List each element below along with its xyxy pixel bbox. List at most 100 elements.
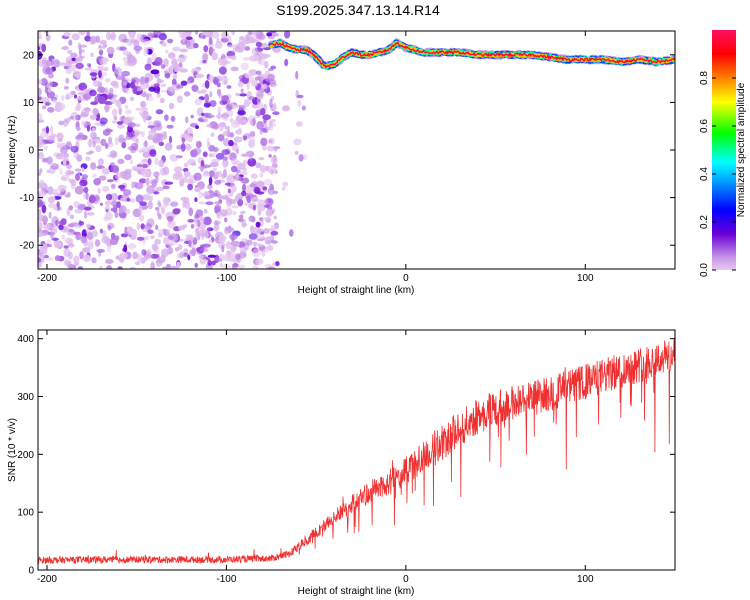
noise-blob xyxy=(262,129,269,133)
noise-blob xyxy=(106,127,112,136)
noise-blob xyxy=(222,130,229,137)
noise-blob xyxy=(176,95,183,104)
noise-blob xyxy=(69,64,76,72)
noise-blob xyxy=(67,49,73,55)
noise-blob xyxy=(96,165,105,169)
noise-blob xyxy=(85,229,92,235)
noise-blob xyxy=(194,262,198,268)
noise-blob xyxy=(215,153,225,160)
noise-blob xyxy=(186,135,193,143)
noise-blob xyxy=(284,58,289,67)
noise-blob xyxy=(106,265,113,269)
noise-blob xyxy=(213,220,219,226)
noise-blob xyxy=(177,56,186,63)
noise-blob xyxy=(230,245,237,252)
noise-blob xyxy=(191,247,196,257)
noise-blob xyxy=(140,223,145,230)
noise-blob xyxy=(228,139,234,147)
noise-blob xyxy=(266,236,273,241)
snr-frame xyxy=(37,329,676,571)
noise-blob xyxy=(102,230,106,240)
snr-x-axis: -200 -100 0 100 xyxy=(37,330,594,585)
noise-blob xyxy=(141,249,147,256)
noise-blob xyxy=(209,121,218,129)
noise-blob xyxy=(159,79,164,83)
noise-blob xyxy=(219,263,223,268)
noise-blob xyxy=(248,233,258,240)
noise-blob xyxy=(158,141,165,146)
noise-blob xyxy=(45,34,50,42)
noise-blob xyxy=(107,179,114,183)
noise-blob xyxy=(251,47,259,56)
noise-blob xyxy=(237,81,244,88)
noise-blob xyxy=(91,257,97,264)
noise-blob xyxy=(165,263,172,269)
noise-blob xyxy=(248,215,256,223)
noise-blob xyxy=(222,160,228,169)
noise-blob xyxy=(296,94,304,99)
noise-blob xyxy=(295,70,299,80)
noise-blob xyxy=(193,172,202,181)
noise-blob xyxy=(250,173,258,179)
noise-blob xyxy=(191,162,197,166)
noise-blob xyxy=(114,136,119,146)
noise-blob xyxy=(252,241,257,247)
noise-blob xyxy=(92,173,97,178)
noise-blob xyxy=(38,140,45,148)
noise-blob xyxy=(187,79,191,85)
noise-blob xyxy=(42,105,47,110)
noise-blob xyxy=(53,240,62,249)
noise-blob xyxy=(110,96,117,104)
noise-blob xyxy=(208,239,213,244)
noise-blob xyxy=(213,222,220,232)
noise-blob xyxy=(172,208,181,215)
noise-blob xyxy=(213,175,219,180)
noise-blob xyxy=(45,125,50,134)
noise-blob xyxy=(158,159,165,168)
noise-blob xyxy=(114,172,121,180)
noise-blob xyxy=(297,99,302,107)
noise-blob xyxy=(131,136,138,142)
noise-blob xyxy=(149,149,157,157)
noise-blob xyxy=(92,80,102,87)
noise-blob xyxy=(242,183,247,193)
noise-blob xyxy=(172,73,178,80)
noise-blob xyxy=(110,183,116,189)
noise-blob xyxy=(211,51,217,61)
noise-blob xyxy=(65,77,70,84)
noise-blob xyxy=(88,63,92,68)
spectrogram-x-label: Height of straight line (km) xyxy=(298,285,415,296)
noise-blob xyxy=(60,218,67,226)
noise-blob xyxy=(230,66,239,72)
noise-blob xyxy=(85,151,93,155)
spectrogram-y-tick-label: 0 xyxy=(28,146,34,157)
noise-blob xyxy=(218,122,224,132)
noise-blob xyxy=(53,99,57,103)
noise-blob xyxy=(101,57,109,63)
noise-blob xyxy=(168,52,176,59)
noise-blob xyxy=(259,217,264,221)
noise-blob xyxy=(148,86,156,92)
noise-blob xyxy=(270,32,279,37)
noise-blob xyxy=(86,212,95,216)
noise-blob xyxy=(190,149,198,158)
noise-blob xyxy=(107,225,112,231)
noise-blob xyxy=(210,31,220,39)
noise-blob xyxy=(91,230,98,237)
noise-blob xyxy=(77,266,84,269)
noise-blob xyxy=(90,52,94,58)
noise-blob xyxy=(166,124,174,129)
noise-blob xyxy=(237,127,242,135)
noise-blob xyxy=(202,243,211,248)
noise-blob xyxy=(135,123,141,127)
noise-blob xyxy=(177,31,186,34)
noise-blob xyxy=(71,57,76,62)
noise-blob xyxy=(190,114,194,119)
noise-blob xyxy=(142,163,148,169)
noise-blob xyxy=(204,112,209,118)
noise-blob xyxy=(224,125,231,130)
noise-blob xyxy=(200,166,204,172)
noise-blob xyxy=(251,79,258,87)
spectrogram-y-tick-label: -20 xyxy=(20,241,35,252)
noise-blob xyxy=(255,162,262,169)
